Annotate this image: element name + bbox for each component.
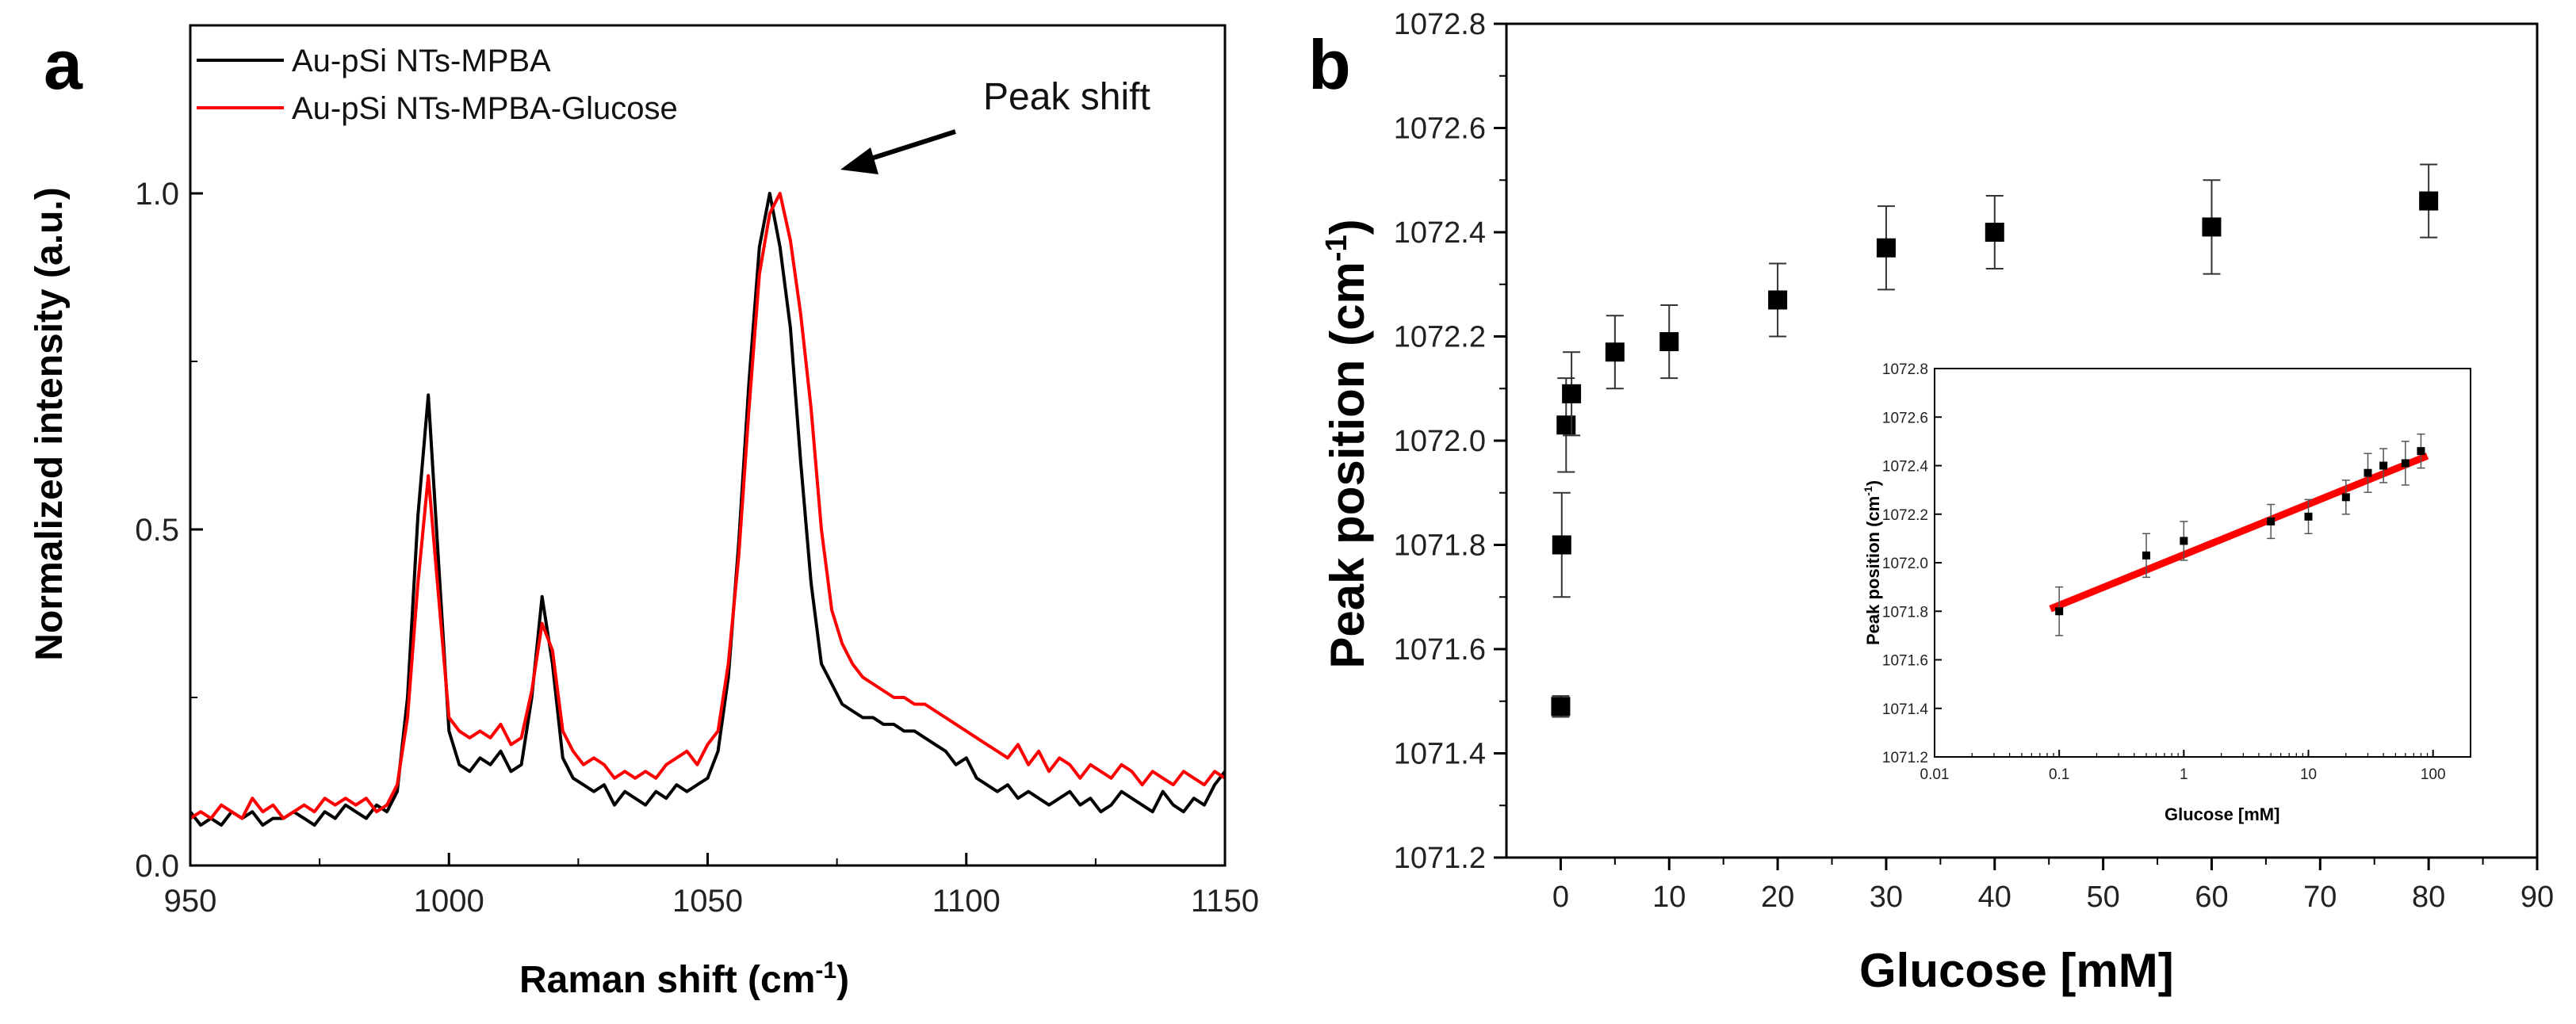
panel-a-series <box>189 192 1227 827</box>
b-data-point <box>1556 415 1576 435</box>
b-data-point <box>1552 535 1571 555</box>
i-y-tick-label: 1071.6 <box>1882 653 1928 670</box>
i-data-point <box>2304 512 2313 521</box>
i-data-point <box>2364 468 2372 477</box>
i-data-point <box>2180 537 2188 545</box>
i-y-tick-label: 1072.0 <box>1882 556 1928 572</box>
i-x-tick-label: 100 <box>2421 766 2446 783</box>
inset-fit-line <box>2049 453 2429 613</box>
peak-shift-arrow <box>840 129 956 174</box>
i-data-point <box>2401 459 2409 468</box>
b-x-tick-label: 20 <box>1761 881 1794 914</box>
b-x-tick-label: 90 <box>2520 881 2554 914</box>
panel-a-y-axis-title: Normalized intensity (a.u.) <box>29 187 71 660</box>
b-x-tick-label: 30 <box>1870 881 1903 914</box>
b-data-point <box>1985 223 2004 242</box>
i-data-point <box>2417 447 2425 456</box>
b-x-tick-label: 10 <box>1652 881 1686 914</box>
a-x-tick-label: 1100 <box>932 884 1001 919</box>
b-y-tick-label: 1072.6 <box>1394 113 1486 146</box>
a-y-tick-label: 0.5 <box>135 513 179 548</box>
panel-b-x-axis-title: Glucose [mM] <box>1859 944 2174 997</box>
a-x-tick-label: 1000 <box>414 884 484 919</box>
panel-b-ticks <box>1494 22 2539 870</box>
inset-ticks <box>1934 368 2434 758</box>
b-y-tick-label: 1072.8 <box>1394 8 1486 41</box>
panel-a: a 950 1000 1050 1100 1150 0.0 0.5 1.0 Au-pSi N… <box>29 24 1259 1001</box>
panel-b-letter: b <box>1308 25 1351 104</box>
inset-chart: 0.01 0.1 1 10 100 1071.21071.41071.61071.810… <box>1862 361 2471 824</box>
a-y-tick-label: 0.0 <box>135 849 179 884</box>
i-y-tick-label: 1072.8 <box>1882 361 1928 378</box>
peak-shift-annotation: Peak shift <box>983 76 1150 118</box>
panel-a-letter: a <box>44 25 83 104</box>
b-x-tick-label: 80 <box>2412 881 2445 914</box>
panel-a-y-tick-labels: 0.0 0.5 1.0 <box>135 177 179 884</box>
b-x-tick-label: 40 <box>1978 881 2011 914</box>
inset-x-axis-title: Glucose [mM] <box>2165 804 2279 824</box>
inset-y-tick-labels: 1071.2 1071.4 1071.6 1071.8 1072.0 1072.2 1072… <box>1882 361 1929 766</box>
i-y-tick-label: 1072.2 <box>1882 507 1928 524</box>
panel-a-x-tick-labels: 950 1000 1050 1100 1150 <box>164 884 1259 919</box>
series-line-glucose <box>189 192 1227 820</box>
inset-y-axis-title: Peak position (cm-1) <box>1862 480 1883 645</box>
legend-label-glucose: Au-pSi NTs-MPBA-Glucose <box>292 91 678 126</box>
panel-a-legend: Au-pSi NTs-MPBA Au-pSi NTs-MPBA-Glucose <box>197 44 678 126</box>
i-x-tick-label: 0.01 <box>1920 766 1950 783</box>
panel-b: b 0 10 20 30 40 50 60 70 80 90 1071.2 1071.4 1071.6… <box>1308 8 2554 997</box>
b-data-point <box>2419 191 2439 211</box>
panel-a-plot-frame <box>189 24 1227 867</box>
i-data-point <box>2055 607 2064 616</box>
b-y-tick-label: 1071.6 <box>1394 633 1486 667</box>
series-line-mpba <box>189 192 1227 827</box>
a-x-tick-label: 950 <box>164 884 217 919</box>
i-y-tick-label: 1071.2 <box>1882 750 1928 766</box>
panel-a-x-axis-title: Raman shift (cm-1) <box>519 957 849 1001</box>
panel-b-points <box>1551 163 2439 718</box>
inset-points <box>2055 433 2425 636</box>
i-data-point <box>2267 517 2276 525</box>
b-x-tick-label: 50 <box>2086 881 2119 914</box>
i-y-tick-label: 1071.4 <box>1882 701 1929 718</box>
b-y-tick-label: 1071.8 <box>1394 529 1486 563</box>
inset-fit <box>2049 453 2429 613</box>
b-y-tick-label: 1072.0 <box>1394 425 1486 458</box>
i-data-point <box>2341 493 2350 502</box>
b-data-point <box>1605 342 1625 362</box>
b-data-point <box>1768 290 1788 310</box>
b-x-tick-label: 60 <box>2195 881 2228 914</box>
inset-x-tick-labels: 0.01 0.1 1 10 100 <box>1920 766 2446 783</box>
b-y-tick-label: 1072.2 <box>1394 321 1486 354</box>
i-y-tick-label: 1072.6 <box>1882 410 1928 426</box>
b-data-point <box>1551 697 1571 716</box>
b-x-tick-label: 70 <box>2303 881 2337 914</box>
b-y-tick-label: 1071.4 <box>1394 738 1486 771</box>
i-x-tick-label: 10 <box>2300 766 2317 783</box>
panel-b-y-tick-labels: 1071.2 1071.4 1071.6 1071.8 1072.0 1072.2 1072… <box>1394 8 1486 875</box>
a-x-tick-label: 1050 <box>672 884 743 919</box>
panel-b-y-axis-title: Peak position (cm-1) <box>1320 219 1374 668</box>
i-data-point <box>2142 551 2151 560</box>
legend-label-mpba: Au-pSi NTs-MPBA <box>292 44 551 78</box>
b-x-tick-label: 0 <box>1552 881 1569 914</box>
i-data-point <box>2379 461 2388 470</box>
b-data-point <box>1876 238 1896 258</box>
b-y-tick-label: 1072.4 <box>1394 216 1486 250</box>
b-data-point <box>1659 332 1679 352</box>
a-x-tick-label: 1150 <box>1191 884 1259 919</box>
panel-b-x-tick-labels: 0 10 20 30 40 50 60 70 80 90 <box>1552 881 2554 914</box>
i-y-tick-label: 1071.8 <box>1882 604 1928 621</box>
b-data-point <box>2202 217 2222 237</box>
i-x-tick-label: 0.1 <box>2049 766 2069 783</box>
b-y-tick-label: 1071.2 <box>1394 842 1486 875</box>
b-data-point <box>1562 384 1582 403</box>
a-y-tick-label: 1.0 <box>135 177 179 212</box>
inset-plot-frame <box>1934 368 2471 758</box>
i-x-tick-label: 1 <box>2180 766 2188 783</box>
i-y-tick-label: 1072.4 <box>1882 459 1929 476</box>
